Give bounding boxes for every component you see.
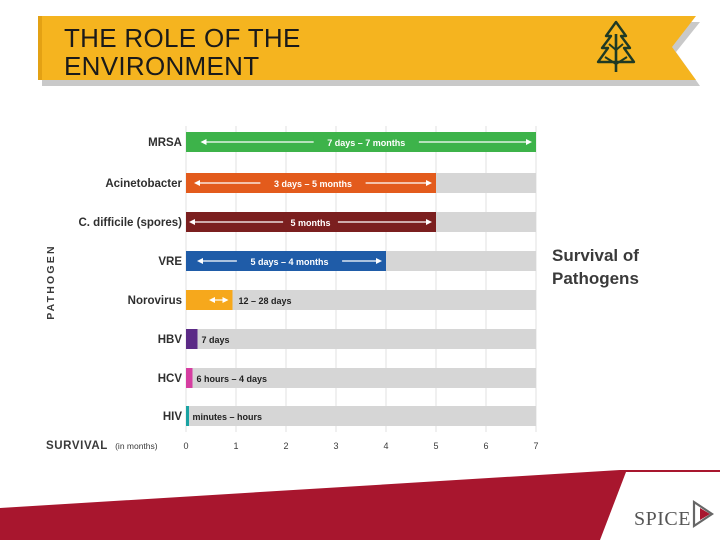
category-label: MRSA xyxy=(148,137,182,149)
range-arrow-head xyxy=(209,297,215,303)
range-arrow-head xyxy=(376,258,382,264)
bar xyxy=(186,368,193,388)
x-tick-label: 0 xyxy=(183,441,188,451)
category-label: VRE xyxy=(158,256,182,268)
data-label: 5 days – 4 months xyxy=(250,257,328,267)
range-arrow-head xyxy=(197,258,203,264)
bar-track xyxy=(186,290,536,310)
x-tick-label: 5 xyxy=(433,441,438,451)
banner-ribbon xyxy=(38,16,696,80)
range-arrow-head xyxy=(194,180,200,186)
category-label: Acinetobacter xyxy=(105,178,182,190)
data-label: 7 days – 7 months xyxy=(327,138,405,148)
data-label: 5 months xyxy=(290,218,330,228)
category-label: C. difficile (spores) xyxy=(78,217,182,229)
bar xyxy=(186,329,198,349)
range-arrow-head xyxy=(222,297,229,303)
x-tick-label: 3 xyxy=(333,441,338,451)
x-tick-label: 6 xyxy=(483,441,488,451)
data-label: 12 – 28 days xyxy=(239,296,292,306)
category-label: HBV xyxy=(158,334,183,346)
y-axis-title: PATHOGEN xyxy=(45,244,57,320)
category-label: HCV xyxy=(158,373,183,385)
survival-chart: PATHOGEN 7 days – 7 months 3 days – 5 mon… xyxy=(45,126,539,452)
label-backdrop xyxy=(283,216,338,228)
x-axis-title-main: SURVIVAL xyxy=(46,440,108,452)
tree-icon xyxy=(596,20,636,72)
spice-logo-text: SPICE xyxy=(634,508,691,530)
slide-title: THE ROLE OF THE ENVIRONMENT xyxy=(64,23,301,81)
bottom-band-shape xyxy=(0,470,720,540)
bar-track xyxy=(186,368,536,388)
category-label: Norovirus xyxy=(128,295,182,307)
label-backdrop xyxy=(260,177,366,189)
bar xyxy=(186,406,189,426)
banner-left-edge xyxy=(38,16,42,80)
x-tick-labels: 0 1 2 3 4 5 6 7 xyxy=(183,441,538,451)
x-tick-label: 4 xyxy=(383,441,388,451)
x-tick-label: 1 xyxy=(233,441,238,451)
label-backdrop xyxy=(313,136,419,148)
label-backdrop xyxy=(236,255,343,267)
x-tick-label: 2 xyxy=(283,441,288,451)
range-arrow-head xyxy=(426,219,432,225)
logo-backing xyxy=(600,472,720,540)
bars: 7 days – 7 months 3 days – 5 months 5 mont… xyxy=(186,132,536,426)
bar-track xyxy=(186,329,536,349)
category-label: HIV xyxy=(163,411,183,423)
range-arrow-head xyxy=(526,139,532,145)
title-banner xyxy=(38,16,700,86)
data-label: 7 days xyxy=(202,335,230,345)
chart-heading: Survival of Pathogens xyxy=(552,246,639,288)
x-axis-title-unit: (in months) xyxy=(115,441,158,451)
x-axis-title: SURVIVAL (in months) xyxy=(46,440,158,452)
range-arrow-head xyxy=(189,219,195,225)
spice-logo-icon xyxy=(692,499,714,529)
bottom-band xyxy=(0,470,720,540)
range-arrow-head xyxy=(200,139,207,145)
bar-track xyxy=(186,406,536,426)
data-label: 6 hours – 4 days xyxy=(197,374,268,384)
data-label: 3 days – 5 months xyxy=(274,179,352,189)
range-arrow-head xyxy=(426,180,432,186)
x-tick-label: 7 xyxy=(533,441,538,451)
data-label: minutes – hours xyxy=(193,412,263,422)
category-labels: MRSA Acinetobacter C. difficile (spores) VR… xyxy=(78,137,182,423)
